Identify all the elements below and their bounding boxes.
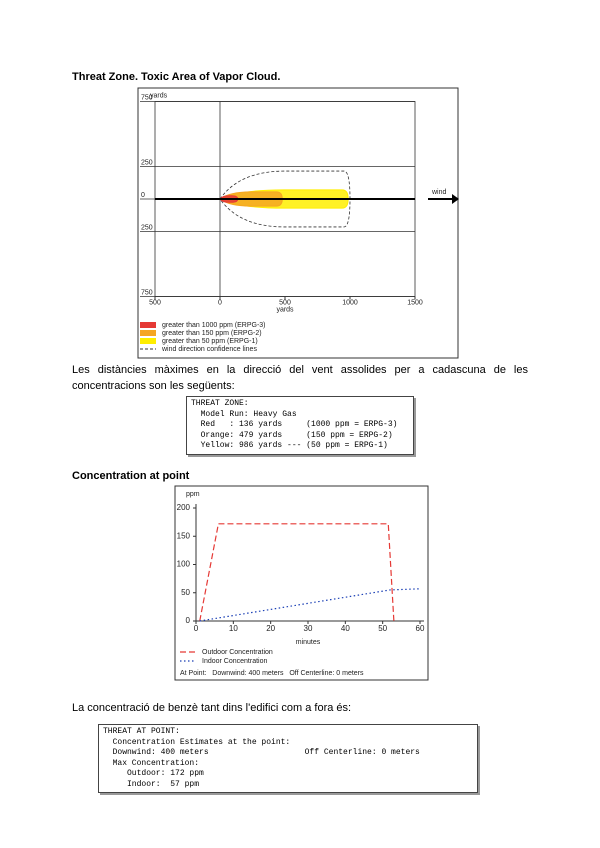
text-line: Outdoor: 172 ppm [103,769,204,778]
y-axis-label: ppm [186,491,200,498]
x-tick-label: 1500 [407,299,423,306]
x-tick-label: 40 [341,624,350,633]
legend-label: Indoor Concentration [202,658,267,665]
text-box: THREAT ZONE: Model Run: Heavy Gas Red : … [186,396,414,455]
x-tick-label: 1000 [342,299,358,306]
x-tick-label: 30 [304,624,313,633]
y-tick-label: 50 [181,588,190,597]
y-tick-label: 100 [177,560,191,569]
data-line [199,588,421,622]
heading: Concentration at point [72,470,190,482]
text-line: Max Concentration: [103,758,200,768]
y-tick-label: 750 [141,289,153,296]
x-tick-label: 500 [279,299,291,306]
text-line: Downwind: 400 meters Off Centerline: 0 m… [103,748,420,757]
y-axis-label: yards [150,92,168,99]
text-line: THREAT AT POINT: [103,727,180,736]
legend-label: Outdoor Concentration [202,649,273,656]
paragraph: La concentració de benzè tant dins l'edi… [72,702,352,714]
text-box: THREAT AT POINT: Concentration Estimates… [98,724,478,793]
legend-swatch [140,322,156,328]
paragraph: Les distàncies màximes en la direcció de… [72,364,528,392]
text-line: Orange: 479 yards (150 ppm = ERPG-2) [191,430,393,440]
heading: Threat Zone. Toxic Area of Vapor Cloud. [72,71,281,83]
x-tick-label: 0 [218,299,222,306]
data-line [199,523,395,622]
x-tick-label: 50 [378,624,387,633]
legend-swatch [140,330,156,336]
wind-arrow-head [452,194,459,204]
legend-label: wind direction confidence lines [161,346,257,353]
x-tick-label: 60 [416,624,425,633]
y-tick-label: 200 [177,503,191,512]
x-tick-label: 0 [194,624,199,633]
text-line: Indoor: 57 ppm [103,779,200,789]
x-axis-label: yards [276,306,294,313]
y-tick-label: 750 [141,94,153,101]
chart-frame [137,87,459,359]
y-tick-label: 0 [186,616,191,625]
legend-swatch [140,338,156,344]
legend-label: greater than 50 ppm (ERPG-1) [162,338,258,345]
chart-frame [174,485,429,681]
y-tick-label: 0 [141,192,145,199]
y-tick-label: 150 [177,531,191,540]
chart-note: At Point: Downwind: 400 meters Off Cente… [180,670,364,677]
y-tick-label: 250 [141,224,153,231]
text-line: THREAT ZONE: [191,399,249,408]
text-line: Yellow: 986 yards --- (50 ppm = ERPG-1) [191,441,388,450]
x-tick-label: 500 [149,299,161,306]
x-tick-label: 10 [229,624,238,633]
y-tick-label: 250 [141,159,153,166]
wind-label: wind [431,189,447,196]
text-line: Red : 136 yards (1000 ppm = ERPG-3) [191,420,398,429]
x-axis-label: minutes [296,639,321,646]
legend-label: greater than 1000 ppm (ERPG-3) [162,322,266,329]
legend-label: greater than 150 ppm (ERPG-2) [162,330,262,337]
text-line: Model Run: Heavy Gas [191,409,297,419]
x-tick-label: 20 [266,624,275,633]
text-line: Concentration Estimates at the point: [103,737,291,747]
